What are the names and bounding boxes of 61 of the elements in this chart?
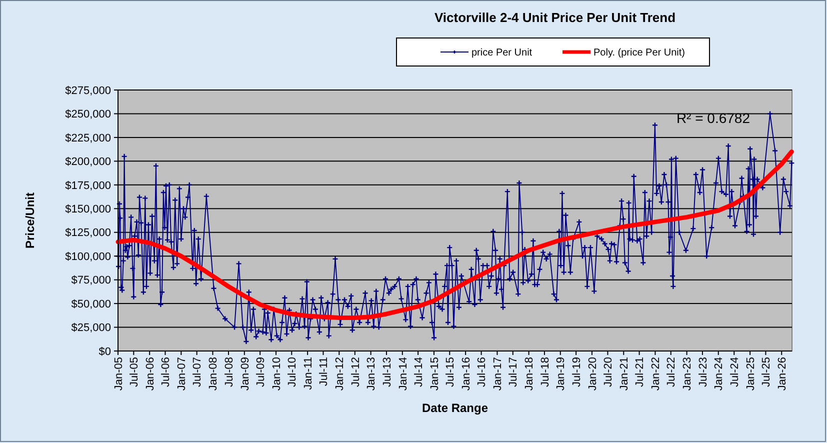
x-tick-label: Jul-17 (508, 357, 520, 387)
x-tick-label: Jul-25 (760, 357, 773, 387)
y-tick-label: $75,000 (71, 274, 111, 287)
x-tick-label: Jan-09 (239, 357, 252, 391)
x-tick-label: Jan-20 (586, 357, 599, 391)
y-tick-label: $125,000 (65, 227, 111, 240)
y-tick-label: $275,000 (65, 84, 111, 97)
x-tick-label: Jan-19 (555, 357, 568, 391)
x-tick-label: Jan-21 (618, 357, 630, 391)
x-tick-label: Jan-14 (397, 357, 410, 391)
line-series (116, 149, 794, 320)
x-tick-label: Jan-16 (460, 357, 472, 391)
x-tick-label: Jan-13 (366, 357, 378, 391)
x-tick-label: Jan-23 (682, 357, 694, 391)
x-tick-label: Jul-08 (223, 357, 236, 387)
x-tick-label: Jul-22 (666, 357, 678, 387)
x-tick-label: Jul-18 (539, 357, 552, 387)
x-tick-label: Jan-24 (713, 357, 726, 391)
x-tick-label: Jul-23 (697, 357, 710, 387)
x-tick-label: Jul-06 (160, 357, 172, 387)
legend-label: Poly. (price Per Unit) (594, 48, 686, 58)
x-tick-label: Jan-08 (208, 357, 220, 391)
y-tick-label: $175,000 (65, 180, 111, 192)
x-tick-label: Jan-26 (776, 357, 788, 391)
x-tick-label: Jul-09 (254, 357, 267, 387)
x-tick-label: Jan-12 (334, 357, 346, 391)
x-tick-label: Jul-24 (728, 357, 741, 387)
x-tick-label: Jan-07 (176, 357, 188, 391)
x-tick-label: Jan-22 (650, 357, 662, 391)
x-tick-label: Jul-07 (192, 357, 204, 387)
y-tick-label: $150,000 (65, 203, 111, 216)
chart-title: Victorville 2-4 Unit Price Per Unit Trend (434, 10, 676, 25)
x-tick-label: Jan-18 (524, 357, 536, 391)
x-tick-label: Jan-25 (744, 357, 757, 391)
legend-label: price Per Unit (472, 48, 532, 58)
x-tick-label: Jul-11 (318, 357, 330, 386)
x-tick-label: Jul-21 (634, 357, 646, 387)
x-tick-label: Jan-05 (112, 357, 125, 391)
x-axis-title: Date Range (422, 401, 488, 415)
x-tick-label: Jul-16 (476, 357, 488, 387)
x-tick-label: Jan-15 (428, 357, 441, 391)
y-tick-label: $200,000 (65, 156, 111, 168)
y-tick-label: $225,000 (65, 132, 111, 144)
x-tick-label: Jul-20 (602, 357, 615, 387)
y-tick-label: $50,000 (71, 298, 111, 310)
x-tick-label: Jan-10 (270, 357, 283, 391)
y-tick-label: $25,000 (71, 322, 111, 334)
y-tick-label: $250,000 (65, 108, 111, 121)
y-tick-label: $100,000 (65, 250, 111, 263)
x-tick-label: Jan-17 (492, 357, 504, 391)
x-tick-label: Jul-19 (570, 357, 583, 387)
x-tick-label: Jul-14 (412, 357, 425, 387)
y-tick-label: $0 (98, 346, 111, 358)
x-tick-label: Jul-13 (381, 357, 394, 387)
x-tick-label: Jan-11 (302, 357, 314, 390)
x-tick-label: Jul-12 (350, 357, 362, 387)
x-tick-label: Jan-06 (144, 357, 156, 391)
x-tick-label: Jul-05 (128, 357, 141, 387)
x-tick-label: Jul-15 (444, 357, 456, 387)
y-axis-title: Price/Unit (23, 192, 37, 249)
x-tick-label: Jul-10 (286, 357, 298, 387)
